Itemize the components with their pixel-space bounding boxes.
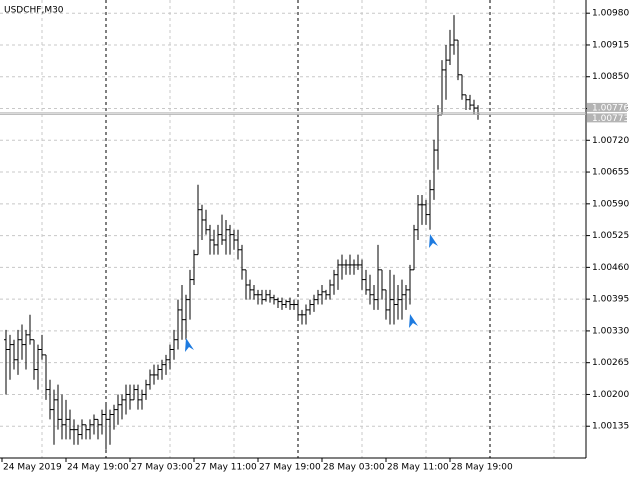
y-tick-label: 1.00265 [592,358,629,368]
y-tick-label: 1.00200 [592,390,629,400]
y-tick-label: 1.00850 [592,72,629,82]
chart-title: USDCHF,M30 [4,6,64,16]
grid [0,0,586,458]
x-tick-label: 24 May 19:00 [67,463,129,473]
y-tick-label: 1.00655 [592,168,629,178]
price-label: 1.00773 [592,114,629,124]
y-tick-label: 1.00460 [592,263,629,273]
y-tick-label: 1.00525 [592,231,629,241]
signal-arrow [185,338,194,352]
y-tick-label: 1.00395 [592,295,629,305]
x-tick-label: 27 May 11:00 [195,463,257,473]
y-tick-label: 1.00135 [592,422,629,432]
x-tick-label: 24 May 2019 [3,463,62,473]
price-label: 1.00776 [592,103,629,113]
price-label-box [587,113,627,123]
y-tick-label: 1.00590 [592,199,629,209]
x-tick-label: 28 May 19:00 [451,463,513,473]
y-tick-label: 1.00915 [592,40,629,50]
x-tick-label: 27 May 19:00 [259,463,321,473]
x-tick-label: 28 May 03:00 [323,463,385,473]
y-tick-label: 1.00330 [592,326,629,336]
signal-arrow [409,314,418,328]
y-tick-label: 1.00980 [592,9,629,19]
x-tick-label: 27 May 03:00 [131,463,193,473]
y-tick-label: 1.00720 [592,136,629,146]
signal-arrow [429,234,438,248]
bars [4,15,480,450]
price-label-box [587,102,627,112]
x-tick-label: 28 May 11:00 [387,463,449,473]
